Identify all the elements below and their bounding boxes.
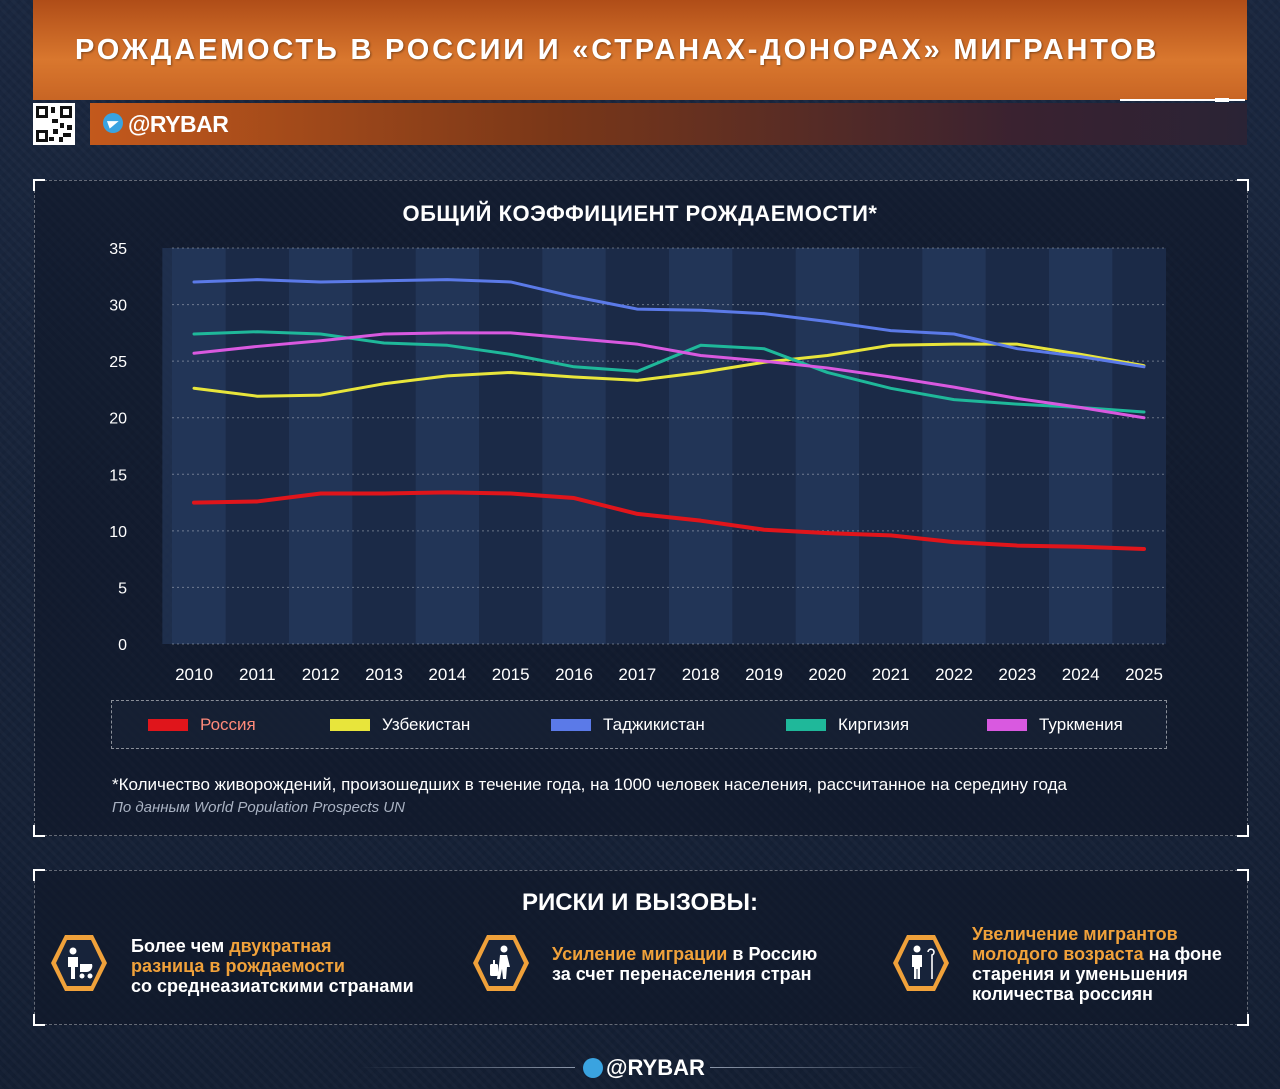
footer: @RYBAR [0, 1055, 1280, 1081]
y-tick-label: 15 [109, 467, 127, 484]
risk-2-line-2: за счет перенаселения стран [552, 964, 812, 984]
risk-text-1: Более чем двукратная разница в рождаемос… [131, 936, 414, 996]
series-line-4 [192, 331, 1146, 420]
legend-swatch [551, 719, 591, 731]
panel-corner [1237, 179, 1249, 191]
elderly-person-icon [893, 935, 949, 991]
channel-handle[interactable]: @RYBAR [128, 111, 229, 137]
x-tick-label: 2016 [555, 665, 593, 684]
year-band [289, 248, 353, 644]
header-banner: РОЖДАЕМОСТЬ В РОССИИ И «СТРАНАХ-ДОНОРАХ»… [33, 0, 1247, 100]
chart-legend: Россия Узбекистан Таджикистан Киргизия Туркм… [111, 700, 1167, 749]
channel-bar: @RYBAR [90, 103, 1247, 145]
panel-corner [33, 1014, 45, 1026]
x-tick-label: 2019 [745, 665, 783, 684]
year-band [162, 248, 226, 644]
risk-2-line-1: Усиление миграции в Россию [552, 944, 818, 964]
legend-swatch [330, 719, 370, 731]
y-tick-label: 25 [109, 354, 127, 371]
year-band [795, 248, 859, 644]
risks-panel [34, 870, 1248, 1025]
x-tick-label: 2020 [808, 665, 846, 684]
y-tick-label: 35 [109, 241, 127, 258]
year-band [415, 248, 479, 644]
x-tick-label: 2012 [302, 665, 340, 684]
legend-label: Туркмения [1039, 715, 1123, 734]
y-tick-label: 30 [109, 298, 127, 315]
x-tick-label: 2010 [175, 665, 213, 684]
risk-text-3: Увеличение мигрантов молодого возраста н… [972, 924, 1222, 1004]
x-tick-label: 2014 [428, 665, 466, 684]
panel-corner [33, 869, 45, 881]
x-tick-label: 2018 [682, 665, 720, 684]
series-line-1 [192, 342, 1146, 398]
x-tick-label: 2025 [1125, 665, 1163, 684]
legend-label: Россия [200, 715, 256, 734]
y-tick-label: 0 [118, 637, 127, 654]
y-tick-label: 20 [109, 411, 127, 428]
footer-line-left [360, 1067, 575, 1068]
page-title: РОЖДАЕМОСТЬ В РОССИИ И «СТРАНАХ-ДОНОРАХ»… [75, 34, 1160, 66]
legend-swatch [148, 719, 188, 731]
x-tick-label: 2017 [618, 665, 656, 684]
telegram-icon[interactable] [583, 1058, 603, 1078]
panel-corner [33, 825, 45, 837]
footer-handle[interactable]: @RYBAR [606, 1055, 705, 1080]
panel-corner [1237, 1014, 1249, 1026]
year-band [669, 248, 733, 644]
x-tick-label: 2023 [998, 665, 1036, 684]
header-accent-line [1120, 99, 1245, 101]
risk-1-line-3: со среднеазиатскими странами [131, 976, 414, 996]
footer-line-right [710, 1067, 925, 1068]
risk-3-line-3: старения и уменьшения [972, 964, 1188, 984]
x-tick-label: 2011 [239, 665, 276, 684]
risk-3-line-1: Увеличение мигрантов [972, 924, 1178, 944]
year-band [542, 248, 606, 644]
panel-corner [1237, 825, 1249, 837]
telegram-icon[interactable] [103, 113, 123, 133]
traveler-suitcase-icon [473, 935, 529, 991]
chart-footnote: *Количество живорождений, произошедших в… [112, 775, 1068, 794]
x-tick-label: 2015 [492, 665, 530, 684]
header-accent-mark [1215, 98, 1229, 102]
legend-swatch [987, 719, 1027, 731]
x-tick-label: 2013 [365, 665, 403, 684]
risk-1-line-2: разница в рождаемости [131, 956, 345, 976]
panel-corner [33, 179, 45, 191]
x-tick-label: 2022 [935, 665, 973, 684]
risk-1-line-1: Более чем двукратная [131, 936, 332, 956]
y-tick-label: 5 [118, 580, 127, 597]
mother-stroller-icon [51, 935, 107, 991]
chart-source: По данным World Population Prospects UN [112, 799, 405, 816]
risk-text-2: Усиление миграции в Россию за счет перен… [552, 944, 817, 984]
legend-label: Таджикистан [603, 715, 705, 734]
qr-code-icon[interactable] [33, 103, 75, 145]
x-tick-label: 2024 [1062, 665, 1100, 684]
year-band [922, 248, 986, 644]
panel-corner [1237, 869, 1249, 881]
series-line-0 [192, 490, 1146, 551]
risks-title: РИСКИ И ВЫЗОВЫ: [521, 889, 759, 916]
risk-3-line-4: количества россиян [972, 984, 1153, 1004]
legend-swatch [786, 719, 826, 731]
legend-label: Узбекистан [382, 715, 471, 734]
chart-title: ОБЩИЙ КОЭФФИЦИЕНТ РОЖДАЕМОСТИ* [402, 201, 878, 226]
y-tick-label: 10 [109, 524, 127, 541]
year-band [1049, 248, 1113, 644]
x-tick-label: 2021 [872, 665, 910, 684]
risk-3-line-2: молодого возраста на фоне [972, 944, 1222, 964]
legend-label: Киргизия [838, 715, 910, 734]
series-line-2 [192, 278, 1146, 369]
